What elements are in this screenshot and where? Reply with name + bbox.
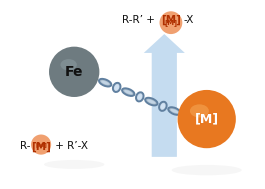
Text: R-: R- [20,142,30,151]
Ellipse shape [60,59,77,70]
Ellipse shape [124,90,132,94]
Ellipse shape [145,98,157,105]
Text: [M]: [M] [164,19,178,26]
Ellipse shape [101,81,109,85]
Text: Fe: Fe [65,65,83,79]
Ellipse shape [136,92,144,101]
Text: + R’-X: + R’-X [52,142,88,151]
Ellipse shape [170,109,178,113]
Circle shape [178,90,236,148]
Ellipse shape [122,88,134,96]
Polygon shape [144,34,185,157]
Ellipse shape [161,104,165,109]
Ellipse shape [172,165,242,175]
Circle shape [49,47,99,97]
Text: [M]: [M] [31,141,51,152]
Ellipse shape [190,104,209,118]
Ellipse shape [99,79,111,87]
Ellipse shape [159,102,167,111]
Text: [M]: [M] [195,113,219,125]
Circle shape [160,11,182,34]
Text: -X: -X [183,15,194,25]
Circle shape [31,135,51,155]
Ellipse shape [113,83,121,92]
Text: [M]: [M] [35,142,47,147]
Ellipse shape [147,100,155,104]
Ellipse shape [114,85,119,90]
Text: [M]: [M] [161,15,181,25]
Ellipse shape [44,160,104,169]
Ellipse shape [138,94,142,100]
Ellipse shape [168,107,181,115]
Text: R-R’ +: R-R’ + [122,15,158,25]
